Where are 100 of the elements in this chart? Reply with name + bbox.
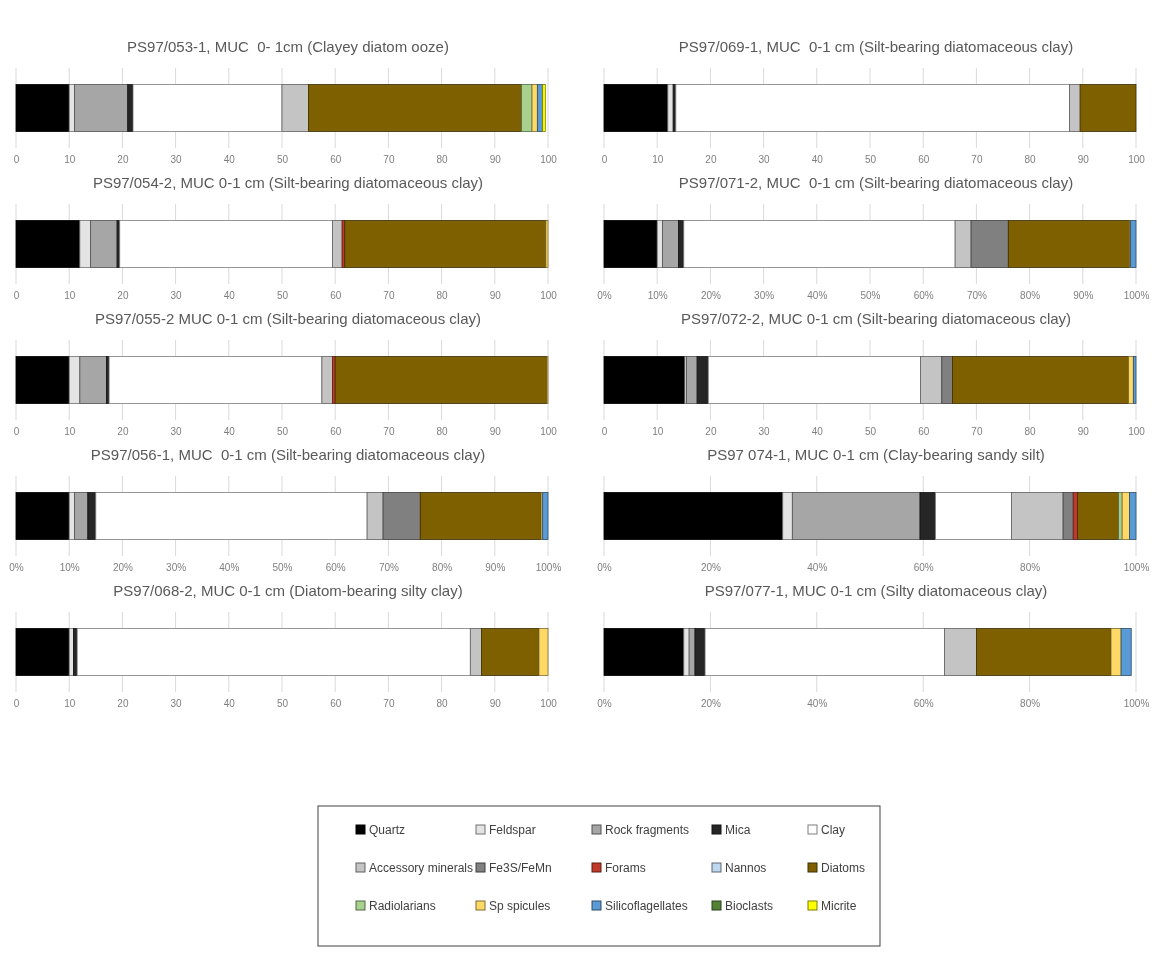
x-tick-label: 70% — [378, 562, 400, 574]
x-tick-label: 80 — [436, 154, 449, 166]
x-tick-label: 10 — [64, 698, 76, 710]
x-tick-label: 0 — [13, 698, 20, 710]
x-tick-label: 70 — [383, 154, 395, 166]
x-tick-label: 30% — [754, 290, 775, 302]
x-tick-label: 50 — [276, 154, 289, 166]
x-tick-label: 10 — [652, 426, 664, 438]
x-tick-label: 20% — [700, 562, 722, 574]
legend-label: Silicoflagellates — [605, 899, 688, 913]
x-tick-label: 100% — [1123, 290, 1150, 302]
x-tick-label: 60% — [913, 290, 934, 302]
x-tick-label: 30% — [166, 562, 187, 574]
legend-label: Sp spicules — [489, 899, 551, 913]
legend-label: Radiolarians — [369, 899, 436, 913]
x-tick-label: 50 — [864, 426, 877, 438]
x-tick-label: 50 — [276, 290, 289, 302]
legend-label: Diatoms — [821, 861, 866, 875]
x-tick-label: 90 — [489, 290, 502, 302]
legend-label: Clay — [821, 823, 846, 837]
x-tick-label: 10 — [64, 426, 76, 438]
x-tick-label: 90% — [485, 562, 506, 574]
x-tick-label: 50 — [276, 426, 289, 438]
x-tick-label: 0% — [597, 562, 612, 574]
x-tick-label: 100 — [540, 290, 558, 302]
x-tick-label: 60 — [330, 698, 342, 710]
x-tick-label: 10 — [652, 154, 664, 166]
x-tick-label: 40 — [811, 426, 824, 438]
legend-label: Micrite — [821, 899, 857, 913]
x-tick-label: 100 — [540, 698, 558, 710]
x-tick-label: 0 — [13, 290, 20, 302]
x-tick-label: 80 — [436, 290, 449, 302]
x-tick-label: 40 — [223, 154, 236, 166]
x-tick-label: 100% — [1123, 698, 1150, 710]
x-tick-label: 20% — [700, 290, 722, 302]
x-tick-label: 20 — [117, 290, 129, 302]
chart-title: PS97/053-1, MUC 0- 1cm (Clayey diatom ooze) — [127, 38, 449, 55]
x-tick-label: 60% — [913, 698, 934, 710]
x-tick-label: 0 — [601, 154, 608, 166]
x-tick-label: 40% — [807, 698, 828, 710]
legend-label: Fe3S/FeMn — [489, 861, 552, 875]
x-tick-label: 30 — [170, 426, 183, 438]
x-tick-label: 90 — [1077, 154, 1090, 166]
x-tick-label: 20% — [112, 562, 134, 574]
legend-label: Accessory minerals — [369, 861, 474, 875]
chart-title: PS97 074-1, MUC 0-1 cm (Clay-bearing sandy silt) — [707, 446, 1045, 463]
x-tick-label: 70 — [971, 154, 983, 166]
x-tick-label: 60 — [330, 426, 342, 438]
x-tick-label: 20 — [705, 426, 717, 438]
x-tick-label: 100 — [1128, 154, 1146, 166]
x-tick-label: 30 — [170, 154, 183, 166]
legend-label: Forams — [605, 861, 646, 875]
x-tick-label: 10 — [64, 154, 76, 166]
x-tick-label: 40 — [223, 698, 236, 710]
chart-title: PS97/072-2, MUC 0-1 cm (Silt-bearing diatomaceous clay) — [680, 310, 1072, 327]
x-tick-label: 30 — [170, 290, 183, 302]
x-tick-label: 90 — [489, 698, 502, 710]
chart-title: PS97/077-1, MUC 0-1 cm (Silty diatomaceous clay) — [704, 582, 1048, 599]
x-tick-label: 20 — [117, 154, 129, 166]
legend-label: Rock fragments — [605, 823, 690, 837]
x-tick-label: 0% — [597, 290, 612, 302]
x-tick-label: 70 — [383, 698, 395, 710]
x-tick-label: 20 — [705, 154, 717, 166]
x-tick-label: 70 — [383, 290, 395, 302]
x-tick-label: 50% — [272, 562, 293, 574]
x-tick-label: 70 — [971, 426, 983, 438]
chart-title: PS97/056-1, MUC 0-1 cm (Silt-bearing diatomaceous clay) — [90, 446, 486, 463]
x-tick-label: 60 — [330, 154, 342, 166]
x-tick-label: 90 — [489, 426, 502, 438]
x-tick-label: 100% — [535, 562, 562, 574]
x-tick-label: 0% — [597, 698, 612, 710]
x-tick-label: 50 — [276, 698, 289, 710]
legend-label: Feldspar — [489, 823, 536, 837]
chart-title: PS97/068-2, MUC 0-1 cm (Diatom-bearing silty clay) — [113, 582, 463, 599]
x-tick-label: 80 — [1024, 426, 1037, 438]
x-tick-label: 40 — [811, 154, 824, 166]
x-tick-label: 90 — [1077, 426, 1090, 438]
x-tick-label: 40% — [807, 562, 828, 574]
x-tick-label: 10% — [647, 290, 668, 302]
x-tick-label: 70% — [966, 290, 988, 302]
x-tick-label: 0 — [13, 426, 20, 438]
x-tick-label: 90% — [1073, 290, 1094, 302]
x-tick-label: 20 — [117, 426, 129, 438]
x-tick-label: 100% — [1123, 562, 1150, 574]
x-tick-label: 10% — [59, 562, 80, 574]
x-tick-label: 30 — [170, 698, 183, 710]
x-tick-label: 80% — [1020, 562, 1041, 574]
x-tick-label: 40% — [219, 562, 240, 574]
x-tick-label: 30 — [758, 426, 771, 438]
x-tick-label: 80 — [436, 698, 449, 710]
x-tick-label: 40 — [223, 290, 236, 302]
chart-title: PS97/055-2 MUC 0-1 cm (Silt-bearing diatomaceous clay) — [95, 310, 481, 327]
x-tick-label: 60% — [913, 562, 934, 574]
legend-label: Mica — [725, 823, 751, 837]
x-tick-label: 0 — [13, 154, 20, 166]
legend-label: Quartz — [369, 823, 406, 837]
x-tick-label: 100 — [1128, 426, 1146, 438]
x-tick-label: 20 — [117, 698, 129, 710]
x-tick-label: 100 — [540, 154, 558, 166]
x-tick-label: 50 — [864, 154, 877, 166]
